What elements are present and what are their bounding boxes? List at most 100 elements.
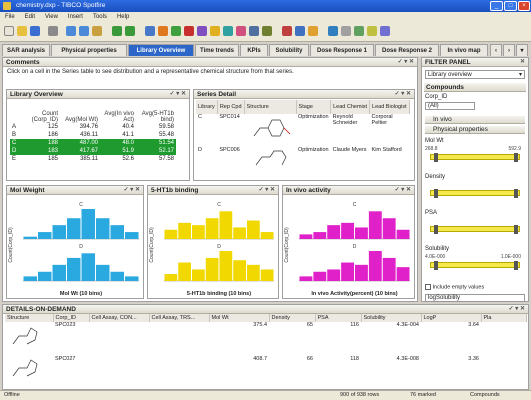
menu-file[interactable]: File — [5, 14, 15, 20]
binding-histogram[interactable]: Count(Corp_ID) C D 5-HT1b binding (10 bins) — [148, 195, 278, 299]
box-plot-icon[interactable] — [249, 26, 259, 36]
slider-handle-min[interactable] — [434, 225, 439, 234]
histogram-bar[interactable] — [382, 218, 396, 239]
table-row[interactable]: SPC023 375.4 65 116 4.3E-004 3.64 — [5, 322, 527, 356]
paste-icon[interactable] — [92, 26, 102, 36]
col-header[interactable]: Mol Wt — [209, 314, 270, 322]
panel-controls[interactable]: ✓ ▾ ✕ — [169, 91, 186, 97]
histogram-bar[interactable] — [368, 211, 382, 239]
histogram-bar[interactable] — [192, 269, 205, 281]
histogram-bar[interactable] — [192, 225, 205, 239]
col-header[interactable]: Solubility — [361, 314, 422, 322]
tab-kpis[interactable]: KPIs — [240, 44, 268, 56]
histogram-bar[interactable] — [327, 269, 341, 281]
scatter-plot-icon[interactable] — [184, 26, 194, 36]
histogram-bar[interactable] — [219, 251, 233, 281]
histogram-bar[interactable] — [396, 267, 410, 281]
range-slider[interactable] — [430, 261, 520, 270]
tab-in-vivo-map[interactable]: In vivo map — [440, 44, 488, 56]
log-solubility-filter[interactable]: logSolubility — [425, 294, 525, 302]
slider-handle-max[interactable] — [513, 261, 518, 270]
histogram-bar[interactable] — [125, 276, 139, 281]
page-icon[interactable] — [367, 26, 377, 36]
histogram-bar[interactable] — [382, 257, 396, 281]
histogram-bar[interactable] — [164, 274, 178, 281]
minimize-button[interactable]: _ — [490, 1, 503, 11]
tab-library-overview[interactable]: Library Overview — [128, 44, 194, 56]
heat-map-icon[interactable] — [236, 26, 246, 36]
group-physical-properties[interactable]: Physical properties — [425, 126, 525, 134]
table-row[interactable]: E 185 385.11 52.6 57.58 — [10, 155, 176, 163]
series-detail-table[interactable]: Library Rep Cpd Structure Stage Lead Che… — [196, 100, 410, 171]
col-header[interactable]: Avg(5-HT1b bind) — [141, 111, 174, 123]
open-folder-icon[interactable] — [17, 26, 27, 36]
col-header[interactable]: Lead Chemist — [330, 100, 371, 114]
histogram-bar[interactable] — [110, 225, 125, 239]
print-icon[interactable] — [48, 26, 58, 36]
histogram-bar[interactable] — [52, 225, 67, 239]
panel-controls[interactable]: ✓ ▾ ✕ — [397, 59, 414, 65]
col-header[interactable]: Cell Assay, TRS... — [149, 314, 210, 322]
filter-icon[interactable] — [282, 26, 292, 36]
table-row[interactable]: C SPC014 Optimization Reynold Schneider … — [196, 114, 409, 147]
histogram-bar[interactable] — [299, 276, 313, 281]
histogram-bar[interactable] — [23, 236, 38, 239]
histogram-bar[interactable] — [205, 218, 219, 239]
histogram-bar[interactable] — [313, 271, 327, 281]
layout-icon[interactable] — [328, 26, 338, 36]
histogram-bar[interactable] — [178, 262, 191, 281]
col-header[interactable]: Corp_ID — [53, 314, 90, 322]
panel-controls[interactable]: ✓ ▾ ✕ — [258, 187, 275, 193]
histogram-bar[interactable] — [67, 257, 81, 281]
col-header[interactable]: Cell Assay, CON... — [89, 314, 150, 322]
tab-solubility[interactable]: Solubility — [269, 44, 309, 56]
tab-dose-response-1[interactable]: Dose Response 1 — [310, 44, 374, 56]
col-header[interactable] — [10, 101, 24, 123]
table-row[interactable]: SPC027 408.7 66 118 4.3E-008 3.36 — [5, 356, 527, 390]
col-header[interactable]: Avg(In vivo Act) — [104, 111, 134, 123]
bookmark-icon[interactable] — [308, 26, 318, 36]
col-header[interactable]: Rep Cpd — [217, 100, 245, 114]
histogram-bar[interactable] — [81, 253, 96, 281]
tab-scroll-right[interactable]: › — [503, 44, 515, 56]
details-icon[interactable] — [295, 26, 305, 36]
histogram-bar[interactable] — [23, 276, 38, 281]
summary-table-icon[interactable] — [262, 26, 272, 36]
close-button[interactable]: × — [518, 1, 530, 11]
histogram-bar[interactable] — [110, 271, 125, 281]
histogram-bar[interactable] — [260, 269, 274, 281]
table-row[interactable]: C 188 487.00 48.0 51.54 — [10, 139, 176, 147]
details-table[interactable]: Structure Corp_ID Cell Assay, CON... Cel… — [5, 314, 527, 390]
tab-sar-analysis[interactable]: SAR analysis — [2, 44, 50, 56]
menu-help[interactable]: Help — [116, 14, 130, 20]
col-header[interactable]: Structure — [5, 314, 54, 322]
histogram-bar[interactable] — [355, 227, 368, 239]
histogram-bar[interactable] — [205, 257, 219, 281]
table-row[interactable]: D 183 417.67 51.9 52.17 — [10, 147, 176, 155]
slider-handle-max[interactable] — [513, 153, 518, 162]
slider-handle-min[interactable] — [434, 153, 439, 162]
histogram-bar[interactable] — [368, 251, 382, 281]
tab-menu[interactable]: ▾ — [516, 44, 528, 56]
tab-scroll-left[interactable]: ‹ — [490, 44, 502, 56]
menu-insert[interactable]: Insert — [67, 14, 83, 20]
filter-scheme-dropdown[interactable]: Library overview ▾ — [425, 70, 525, 79]
tab-time-trends[interactable]: Time trends — [195, 44, 239, 56]
histogram-bar[interactable] — [341, 222, 354, 239]
histogram-bar[interactable] — [233, 260, 246, 281]
tab-physical-properties[interactable]: Physical properties — [51, 44, 127, 56]
table-row[interactable]: D SPC006 Optimization Claude Myers Kim S… — [196, 147, 409, 171]
table-icon[interactable] — [145, 26, 155, 36]
cut-icon[interactable] — [66, 26, 76, 36]
histogram-bar[interactable] — [67, 218, 81, 239]
include-empty-checkbox[interactable]: Include empty values — [425, 284, 525, 290]
tab-dose-response-2[interactable]: Dose Response 2 — [375, 44, 439, 56]
copy-icon[interactable] — [79, 26, 89, 36]
table-row[interactable]: A 125 394.76 40.4 59.58 — [10, 123, 176, 131]
histogram-bar[interactable] — [260, 232, 274, 239]
compounds-section[interactable]: Compounds — [424, 83, 526, 92]
histogram-bar[interactable] — [96, 218, 110, 239]
histogram-bar[interactable] — [313, 232, 327, 239]
histogram-bar[interactable] — [247, 220, 260, 239]
panel-controls[interactable]: ✓ ▾ ✕ — [394, 91, 411, 97]
